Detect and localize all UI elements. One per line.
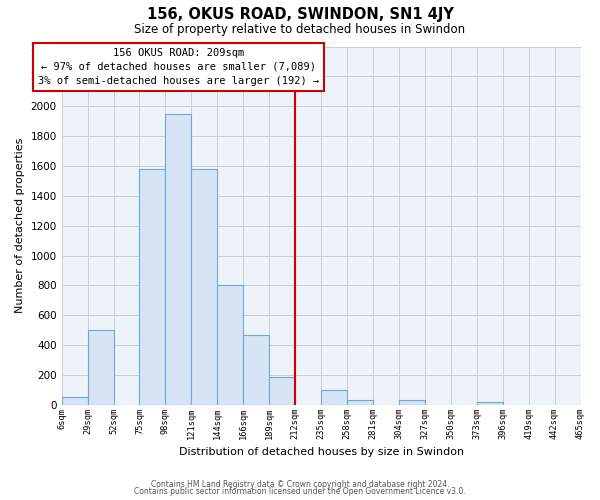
Bar <box>243 334 269 405</box>
Text: Size of property relative to detached houses in Swindon: Size of property relative to detached ho… <box>134 22 466 36</box>
Bar <box>399 400 425 405</box>
Bar <box>139 169 166 405</box>
Bar <box>347 400 373 405</box>
Bar <box>62 398 88 405</box>
Text: 156 OKUS ROAD: 209sqm
← 97% of detached houses are smaller (7,089)
3% of semi-de: 156 OKUS ROAD: 209sqm ← 97% of detached … <box>38 48 319 86</box>
Text: 156, OKUS ROAD, SWINDON, SN1 4JY: 156, OKUS ROAD, SWINDON, SN1 4JY <box>146 8 454 22</box>
Bar <box>166 114 191 405</box>
Bar <box>217 286 243 405</box>
Bar <box>191 169 217 405</box>
Text: Contains public sector information licensed under the Open Government Licence v3: Contains public sector information licen… <box>134 487 466 496</box>
Bar <box>88 330 113 405</box>
X-axis label: Distribution of detached houses by size in Swindon: Distribution of detached houses by size … <box>179 448 464 458</box>
Bar <box>477 402 503 405</box>
Bar <box>269 376 295 405</box>
Bar <box>321 390 347 405</box>
Text: Contains HM Land Registry data © Crown copyright and database right 2024.: Contains HM Land Registry data © Crown c… <box>151 480 449 489</box>
Y-axis label: Number of detached properties: Number of detached properties <box>15 138 25 314</box>
